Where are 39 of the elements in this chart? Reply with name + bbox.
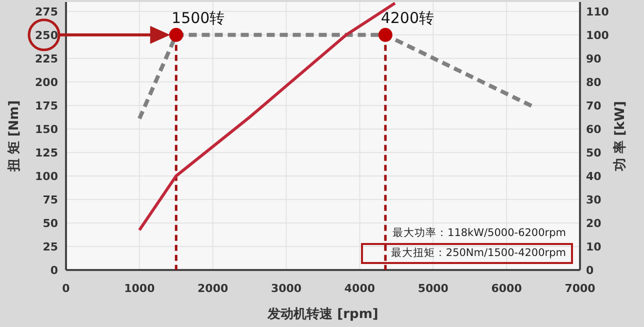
y2-tick-label: 80: [586, 76, 602, 89]
x-tick-label: 0: [62, 282, 70, 295]
annotation: 最大功率：118kW/5000-6200rpm: [392, 226, 566, 239]
y2-tick-label: 50: [586, 146, 602, 160]
y2-tick-label: 10: [586, 240, 602, 254]
y-tick-label: 50: [42, 216, 58, 230]
x-tick-label: 4000: [344, 282, 376, 295]
x-tick-label: 5000: [418, 282, 449, 295]
y-tick-label: 100: [35, 170, 58, 183]
y2-tick-label: 0: [586, 264, 594, 277]
y-axis-title: 扭 矩 [Nm]: [7, 100, 22, 173]
x-tick-label: 6000: [491, 282, 522, 295]
x-tick-label: 2000: [198, 282, 229, 295]
y-tick-label: 25: [42, 240, 58, 254]
annotation: 最大扭矩：250Nm/1500-4200rpm: [390, 246, 566, 259]
y-tick-label: 225: [35, 52, 58, 66]
y2-tick-label: 60: [586, 122, 602, 136]
x-tick-label: 1000: [124, 282, 156, 295]
y-tick-label: 250: [35, 28, 58, 42]
ref-line-label: 1500转: [172, 8, 225, 27]
y-tick-label: 75: [42, 193, 58, 206]
y2-tick-label: 40: [586, 170, 602, 183]
y2-tick-label: 110: [586, 5, 610, 18]
y-tick-label: 175: [35, 99, 58, 112]
y-tick-label: 200: [35, 76, 58, 89]
y-tick-label: 150: [35, 122, 58, 136]
y2-axis-title: 功 率 [kW]: [612, 101, 628, 172]
y-tick-label: 125: [35, 146, 58, 160]
y2-tick-label: 90: [586, 52, 602, 66]
y-tick-label: 275: [35, 5, 58, 18]
ref-line-label: 4200转: [380, 8, 434, 27]
y2-tick-label: 100: [586, 28, 610, 42]
y2-tick-label: 30: [586, 193, 602, 206]
x-axis-title: 发动机转速 [rpm]: [266, 307, 378, 322]
x-tick-label: 7000: [564, 282, 596, 295]
x-tick-label: 3000: [270, 282, 302, 295]
y-tick-label: 0: [50, 264, 58, 277]
y2-tick-label: 70: [586, 99, 602, 112]
y2-tick-label: 20: [586, 216, 602, 230]
